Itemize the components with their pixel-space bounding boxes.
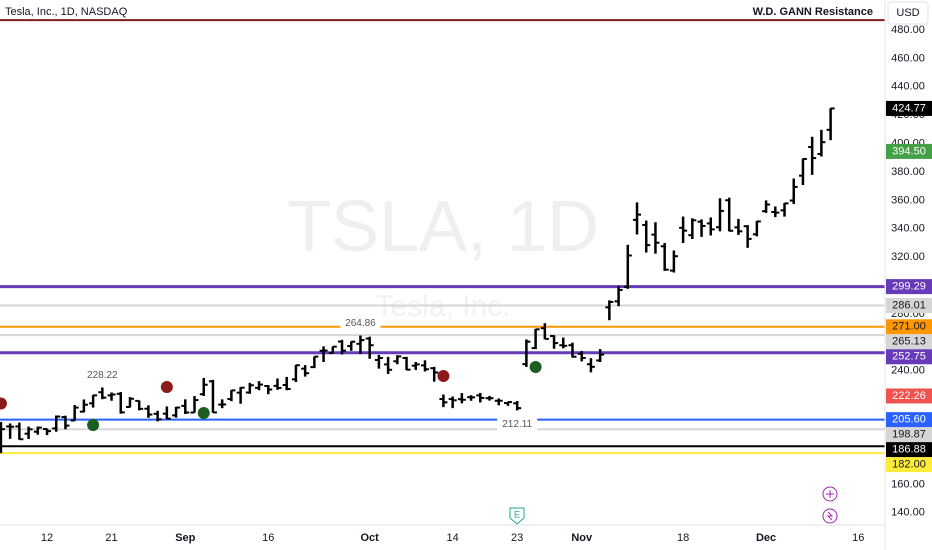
plot: 228.22 264.86 212.11: [0, 19, 885, 455]
level-tag: [886, 427, 932, 443]
x-tick-label: Nov: [571, 532, 593, 544]
x-tick-label: 12: [41, 532, 53, 544]
level-tag: [886, 388, 932, 404]
level-tag-label: 252.75: [892, 351, 926, 363]
x-tick-label: 18: [677, 532, 689, 544]
y-tick-label: 140.00: [891, 507, 925, 519]
signal: [87, 419, 100, 432]
currency[interactable]: USD: [896, 7, 919, 19]
y-tick-label: 440.00: [891, 81, 925, 93]
signal: [529, 360, 542, 373]
currency-button[interactable]: [887, 1, 929, 25]
x-tick-label: Sep: [175, 532, 195, 544]
level-tag: [886, 319, 932, 335]
level-tag: [886, 442, 932, 458]
level-tag-label: 271.00: [892, 321, 926, 333]
watermark: TSLA, 1D: [287, 187, 599, 267]
level-tag-label: 299.29: [892, 281, 926, 293]
level-tag-label: 222.26: [892, 390, 926, 402]
extreme-label-bg: [340, 316, 381, 331]
level-tag-label: 182.00: [892, 459, 926, 471]
event-glyph: [826, 490, 834, 521]
extreme-label-bg: [497, 417, 538, 432]
level-tag-label: 205.60: [892, 414, 926, 426]
earnings-icon[interactable]: [509, 507, 525, 525]
extreme-label: 264.86: [345, 318, 376, 329]
level-tag-label: 265.13: [892, 336, 926, 348]
y-tick-label: 360.00: [891, 194, 925, 206]
level-tag: [886, 349, 932, 365]
level-tag: [886, 279, 932, 295]
symbol-title: Tesla, Inc., 1D, NASDAQ: [5, 6, 128, 18]
x-tick-label: Dec: [756, 532, 776, 544]
level-tag: [886, 297, 932, 313]
earnings-badge[interactable]: E: [509, 507, 525, 525]
signal: [160, 380, 173, 393]
extreme-label-bg: [82, 368, 123, 383]
x-tick-label: 16: [852, 532, 864, 544]
y-tick-label: 240.00: [891, 365, 925, 377]
y-tick-label: 340.00: [891, 223, 925, 235]
extreme-label: 228.22: [87, 370, 118, 381]
signal: [437, 370, 450, 383]
level-tag-label: 186.88: [892, 444, 926, 456]
level-tag-label: 286.01: [892, 299, 926, 311]
y-tick-label: 380.00: [891, 166, 925, 178]
level-tag-label: 198.87: [892, 429, 926, 441]
level-tag: [886, 100, 932, 116]
x-tick-label: 16: [262, 532, 274, 544]
axis-labels: 140.00160.00180.00200.00220.00240.00260.…: [41, 24, 932, 544]
earnings-label[interactable]: E: [514, 509, 520, 519]
level-tag: [886, 412, 932, 428]
signal: [0, 397, 7, 410]
level-tag-label: 394.50: [892, 145, 926, 157]
y-tick-label: 160.00: [891, 478, 925, 490]
x-tick-label: 23: [511, 532, 523, 544]
y-tick-label: 460.00: [891, 52, 925, 64]
level-tag-label: 424.77: [892, 102, 926, 114]
x-tick-label: 21: [105, 532, 117, 544]
y-tick-label: 480.00: [891, 24, 925, 36]
level-tag: [886, 457, 932, 473]
indicator-name: W.D. GANN Resistance: [753, 6, 873, 18]
y-tick-label: 320.00: [891, 251, 925, 263]
extreme-label: 212.11: [502, 419, 532, 430]
level-tag: [886, 334, 932, 350]
signal: [197, 406, 210, 419]
level-tag: [886, 143, 932, 159]
x-tick-label: 14: [447, 532, 459, 544]
x-tick-label: Oct: [361, 532, 380, 544]
